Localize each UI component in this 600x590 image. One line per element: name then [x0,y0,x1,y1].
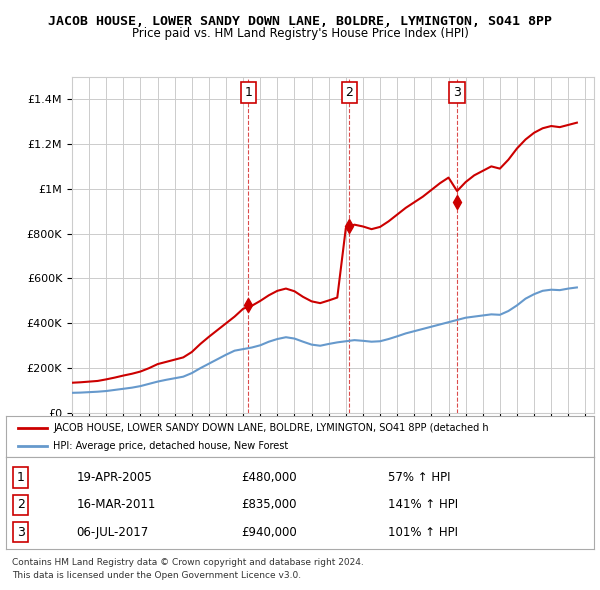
Text: 06-JUL-2017: 06-JUL-2017 [77,526,149,539]
Text: 2: 2 [346,86,353,99]
Text: HPI: Average price, detached house, New Forest: HPI: Average price, detached house, New … [53,441,288,451]
Text: This data is licensed under the Open Government Licence v3.0.: This data is licensed under the Open Gov… [12,571,301,580]
Text: Price paid vs. HM Land Registry's House Price Index (HPI): Price paid vs. HM Land Registry's House … [131,27,469,40]
Text: 1: 1 [17,471,25,484]
Text: 141% ↑ HPI: 141% ↑ HPI [388,499,458,512]
Text: Contains HM Land Registry data © Crown copyright and database right 2024.: Contains HM Land Registry data © Crown c… [12,558,364,566]
Text: £835,000: £835,000 [241,499,297,512]
Text: 16-MAR-2011: 16-MAR-2011 [77,499,156,512]
Text: 19-APR-2005: 19-APR-2005 [77,471,152,484]
Text: £480,000: £480,000 [241,471,297,484]
Text: £940,000: £940,000 [241,526,297,539]
Text: 3: 3 [17,526,25,539]
Text: 1: 1 [244,86,252,99]
Text: 57% ↑ HPI: 57% ↑ HPI [388,471,451,484]
Text: 2: 2 [17,499,25,512]
Text: JACOB HOUSE, LOWER SANDY DOWN LANE, BOLDRE, LYMINGTON, SO41 8PP: JACOB HOUSE, LOWER SANDY DOWN LANE, BOLD… [48,15,552,28]
Text: JACOB HOUSE, LOWER SANDY DOWN LANE, BOLDRE, LYMINGTON, SO41 8PP (detached h: JACOB HOUSE, LOWER SANDY DOWN LANE, BOLD… [53,422,488,432]
Text: 101% ↑ HPI: 101% ↑ HPI [388,526,458,539]
Text: 3: 3 [453,86,461,99]
